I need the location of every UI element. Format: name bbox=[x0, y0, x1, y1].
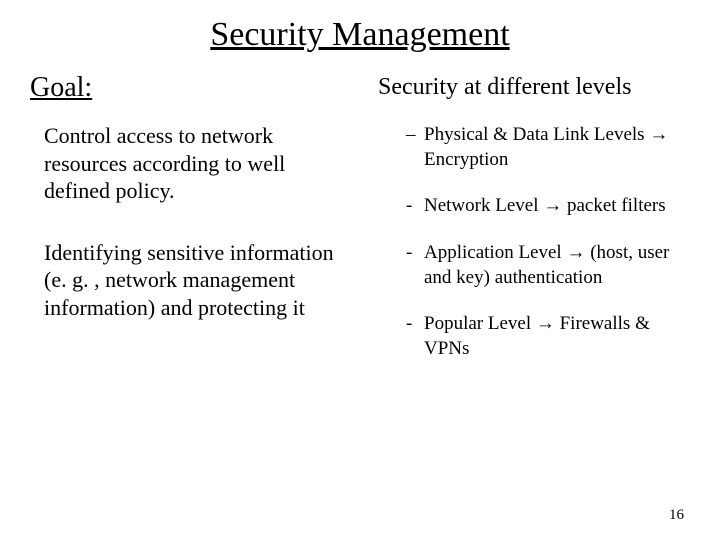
arrow-icon: → bbox=[536, 313, 555, 334]
content-columns: Goal: Control access to network resource… bbox=[30, 72, 690, 384]
arrow-icon: → bbox=[543, 195, 562, 216]
dash-icon: – bbox=[406, 123, 424, 172]
list-item: - Network Level → packet filters bbox=[406, 194, 690, 219]
item-pre: Application Level bbox=[424, 242, 566, 263]
list-item-text: Network Level → packet filters bbox=[424, 194, 690, 219]
goal-heading: Goal: bbox=[30, 72, 350, 104]
list-item: - Popular Level → Firewalls & VPNs bbox=[406, 312, 690, 361]
goal-paragraph-2: Identifying sensitive information (e. g.… bbox=[44, 239, 340, 322]
list-item: – Physical & Data Link Levels → Encrypti… bbox=[406, 123, 690, 172]
list-item: - Application Level → (host, user and ke… bbox=[406, 241, 690, 290]
list-item-text: Application Level → (host, user and key)… bbox=[424, 241, 690, 290]
goal-paragraph-1: Control access to network resources acco… bbox=[44, 122, 340, 205]
right-column: Security at different levels – Physical … bbox=[370, 72, 690, 384]
levels-heading: Security at different levels bbox=[378, 74, 690, 101]
item-pre: Popular Level bbox=[424, 313, 536, 334]
item-post: Encryption bbox=[424, 149, 508, 170]
levels-list: – Physical & Data Link Levels → Encrypti… bbox=[370, 123, 690, 362]
item-pre: Network Level bbox=[424, 195, 543, 216]
slide: Security Management Goal: Control access… bbox=[0, 0, 720, 540]
dash-icon: - bbox=[406, 194, 424, 219]
page-number: 16 bbox=[669, 507, 684, 524]
list-item-text: Physical & Data Link Levels → Encryption bbox=[424, 123, 690, 172]
dash-icon: - bbox=[406, 241, 424, 290]
arrow-icon: → bbox=[566, 242, 585, 263]
item-pre: Physical & Data Link Levels bbox=[424, 124, 649, 145]
page-title: Security Management bbox=[30, 16, 690, 54]
list-item-text: Popular Level → Firewalls & VPNs bbox=[424, 312, 690, 361]
left-column: Goal: Control access to network resource… bbox=[30, 72, 350, 384]
dash-icon: - bbox=[406, 312, 424, 361]
arrow-icon: → bbox=[649, 124, 668, 145]
item-post: packet filters bbox=[562, 195, 665, 216]
